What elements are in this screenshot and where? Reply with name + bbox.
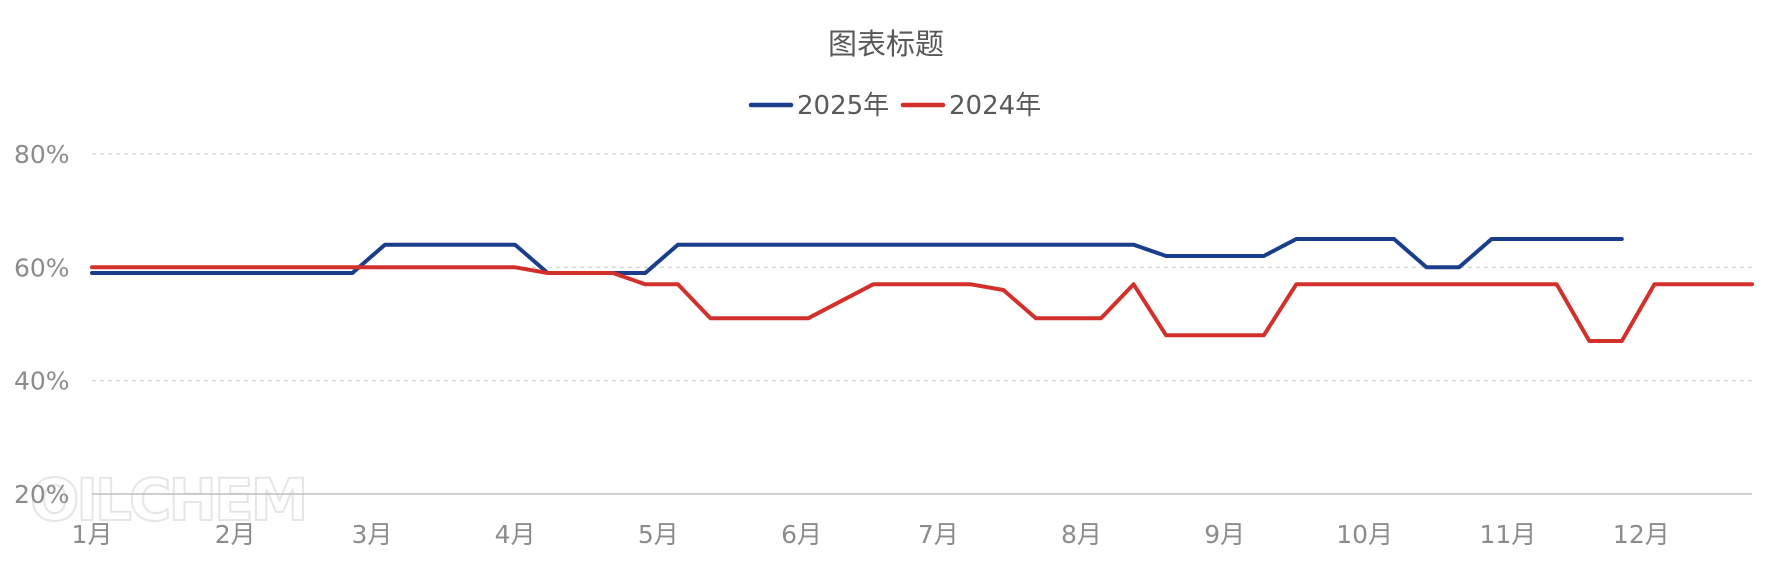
y-axis-ticks: 80% 60% 40% 20% (14, 140, 70, 509)
chart-title: 图表标题 (828, 27, 944, 61)
x-tick-label: 10月 (1336, 520, 1393, 549)
x-tick-label: 6月 (781, 520, 822, 549)
watermark-text: OILCHEM (30, 466, 305, 534)
series-line (90, 265, 1754, 343)
x-tick-label: 4月 (495, 520, 536, 549)
x-tick-label: 5月 (638, 520, 679, 549)
y-tick-label: 60% (14, 253, 70, 282)
legend-label: 2025年 (797, 91, 889, 121)
x-tick-label: 2月 (215, 520, 256, 549)
gridlines (92, 153, 1752, 495)
x-tick-label: 3月 (351, 520, 392, 549)
x-tick-label: 12月 (1613, 520, 1670, 549)
x-axis-ticks: 1月 2月 3月 4月 5月 6月 7月 8月 9月 10月 11月 12月 (72, 520, 1670, 549)
x-tick-label: 1月 (72, 520, 113, 549)
series-lines (90, 237, 1754, 343)
x-tick-label: 9月 (1204, 520, 1245, 549)
y-tick-label: 40% (14, 367, 70, 396)
x-tick-label: 7月 (918, 520, 959, 549)
x-tick-label: 8月 (1061, 520, 1102, 549)
series-line (90, 237, 1624, 275)
y-tick-label: 80% (14, 140, 70, 169)
y-tick-label: 20% (14, 480, 70, 509)
legend: 2025年 2024年 (748, 91, 1041, 121)
legend-label: 2024年 (949, 91, 1041, 121)
x-tick-label: 11月 (1479, 520, 1536, 549)
